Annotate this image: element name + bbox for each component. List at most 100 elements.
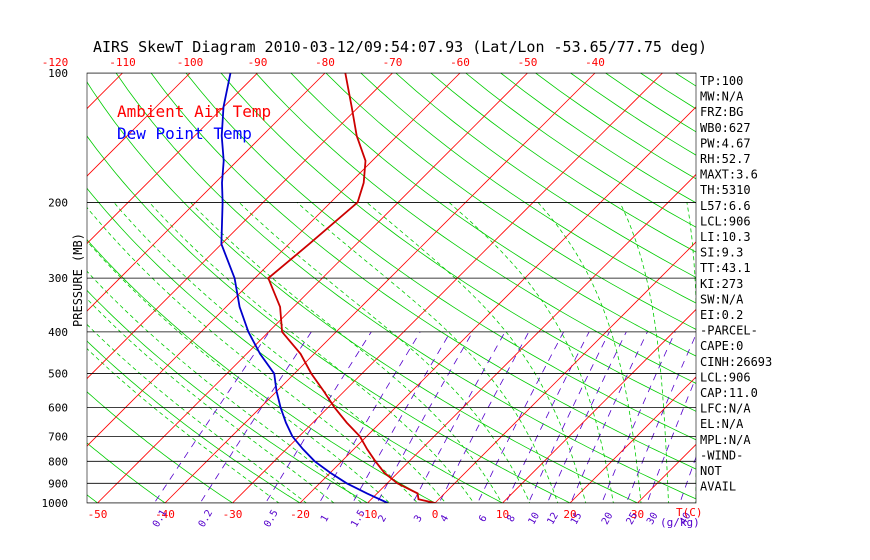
isotherm-line [569, 376, 696, 503]
index-item: -PARCEL- [700, 324, 758, 338]
dry-adiabat-line [87, 187, 504, 503]
moist-adiabat-line [448, 202, 614, 503]
top-temp-tick-label: -120 [42, 56, 69, 69]
pressure-tick-label: 1000 [42, 497, 69, 510]
mixing-ratio-label: 40 [678, 511, 694, 527]
index-item: AVAIL [700, 480, 736, 494]
mixing-ratio-label: 4 [439, 513, 452, 524]
index-item: MPL:N/A [700, 433, 751, 447]
isotherm-line [0, 53, 7, 512]
index-item: LI:10.3 [700, 230, 751, 244]
moist-adiabat-line [87, 348, 280, 503]
mixing-ratio-line [477, 331, 564, 503]
dry-adiabat-line [430, 73, 696, 253]
dry-adiabat-line [115, 73, 696, 500]
legend-entry: Dew Point Temp [117, 124, 252, 143]
index-item: CAP:11.0 [700, 386, 758, 400]
dry-adiabat-line [325, 73, 696, 330]
mixing-ratio-label: 10 [527, 511, 543, 527]
top-temp-tick-label: -90 [248, 56, 268, 69]
isotherm-line [96, 73, 529, 503]
legend-entry: Ambient Air Temp [117, 102, 271, 121]
moist-adiabat-line [190, 202, 503, 503]
isotherm-line [831, 53, 870, 512]
moist-adiabat-line [87, 240, 391, 503]
index-item: -WIND- [700, 448, 743, 462]
mixing-ratio-line [626, 333, 696, 503]
mixing-ratio-label: 30 [645, 511, 661, 527]
mixing-ratio-label: 2 [377, 513, 390, 524]
plot-frame [86, 72, 697, 504]
top-temp-tick-label: -110 [109, 56, 136, 69]
dry-adiabat-line [465, 73, 696, 228]
isotherm-line [763, 53, 870, 512]
isotherm-line [434, 241, 696, 503]
mixing-ratio-line [528, 331, 610, 503]
dry-adiabat-line [87, 289, 369, 503]
index-item: LCL:906 [700, 214, 751, 228]
dry-adiabat-line [290, 73, 696, 357]
bottom-temp-tick-label: 30 [631, 508, 644, 521]
bottom-temp-tick-label: -10 [358, 508, 378, 521]
moist-adiabat-line [149, 202, 475, 503]
index-item: NOT [700, 464, 722, 478]
isotherm-line [87, 73, 191, 177]
legend: Ambient Air Temp Dew Point Temp [117, 102, 271, 143]
moist-adiabat-line [113, 202, 447, 503]
index-item: LFC:N/A [700, 402, 751, 416]
mixing-ratio-line [199, 331, 312, 503]
top-temp-tick-label: -100 [177, 56, 204, 69]
isotherm-line [87, 73, 461, 447]
index-item: WB0:627 [700, 121, 751, 135]
top-temp-tick-labels: -120 -110 -100 -90 -80 -70 -60 -50 -40 [42, 56, 605, 69]
pressure-tick-labels: 100 200 300 400 500 600 700 800 900 1000 [42, 67, 69, 510]
pressure-tick-label: 700 [48, 430, 68, 443]
mixing-ratio-line [153, 331, 270, 503]
index-item: TT:43.1 [700, 261, 751, 275]
mixing-ratio-label: 8 [506, 513, 519, 524]
index-item: RH:52.7 [700, 152, 751, 166]
isotherm-line [87, 73, 259, 245]
isotherm-line [501, 308, 696, 503]
mixing-ratio-label: 15 [569, 511, 585, 527]
dewpoint-profile-line [220, 73, 389, 503]
mixing-ratio-label: 20 [600, 511, 616, 527]
dry-adiabats [0, 53, 696, 512]
pressure-tick-label: 200 [48, 196, 68, 209]
pressure-tick-label: 800 [48, 455, 68, 468]
index-item: MAXT:3.6 [700, 168, 758, 182]
moist-adiabat-line [87, 323, 307, 503]
index-item: PW:4.67 [700, 136, 751, 150]
moist-adiabats [87, 202, 696, 503]
mixing-ratio-label: 3 [412, 513, 425, 524]
pressure-tick-label: 900 [48, 477, 68, 490]
bottom-temp-tick-label: -40 [155, 508, 175, 521]
moist-adiabat-line [87, 270, 363, 503]
isotherm-line [231, 73, 664, 503]
dry-adiabat-line [87, 391, 234, 503]
dry-adiabat-line [150, 73, 696, 470]
index-item: CAPE:0 [700, 339, 743, 353]
pressure-tick-label: 600 [48, 402, 68, 415]
mixing-unit-label: (g/kg) [660, 516, 700, 529]
mixing-ratio-label: 0.2 [197, 508, 216, 529]
index-item: EL:N/A [700, 417, 744, 431]
index-item: MW:N/A [700, 90, 744, 104]
index-item: TH:5310 [700, 183, 751, 197]
pressure-tick-label: 500 [48, 368, 68, 381]
mixing-ratio-label: 0.5 [262, 508, 281, 529]
moist-adiabat-line [296, 202, 559, 503]
index-item: FRZ:BG [700, 105, 743, 119]
moist-adiabat-line [619, 202, 669, 503]
bottom-temp-tick-label: -30 [223, 508, 243, 521]
moist-adiabat-line [366, 202, 587, 503]
dry-adiabat-line [0, 53, 41, 512]
isotherm-line [164, 73, 596, 503]
bottom-temp-tick-label: 20 [563, 508, 576, 521]
dry-adiabat-line [360, 73, 696, 304]
top-temp-tick-label: -70 [383, 56, 403, 69]
dry-adiabat-line [534, 73, 696, 180]
mixing-ratio-line [546, 331, 627, 503]
index-item: L57:6.6 [700, 199, 751, 213]
index-item: SW:N/A [700, 292, 744, 306]
